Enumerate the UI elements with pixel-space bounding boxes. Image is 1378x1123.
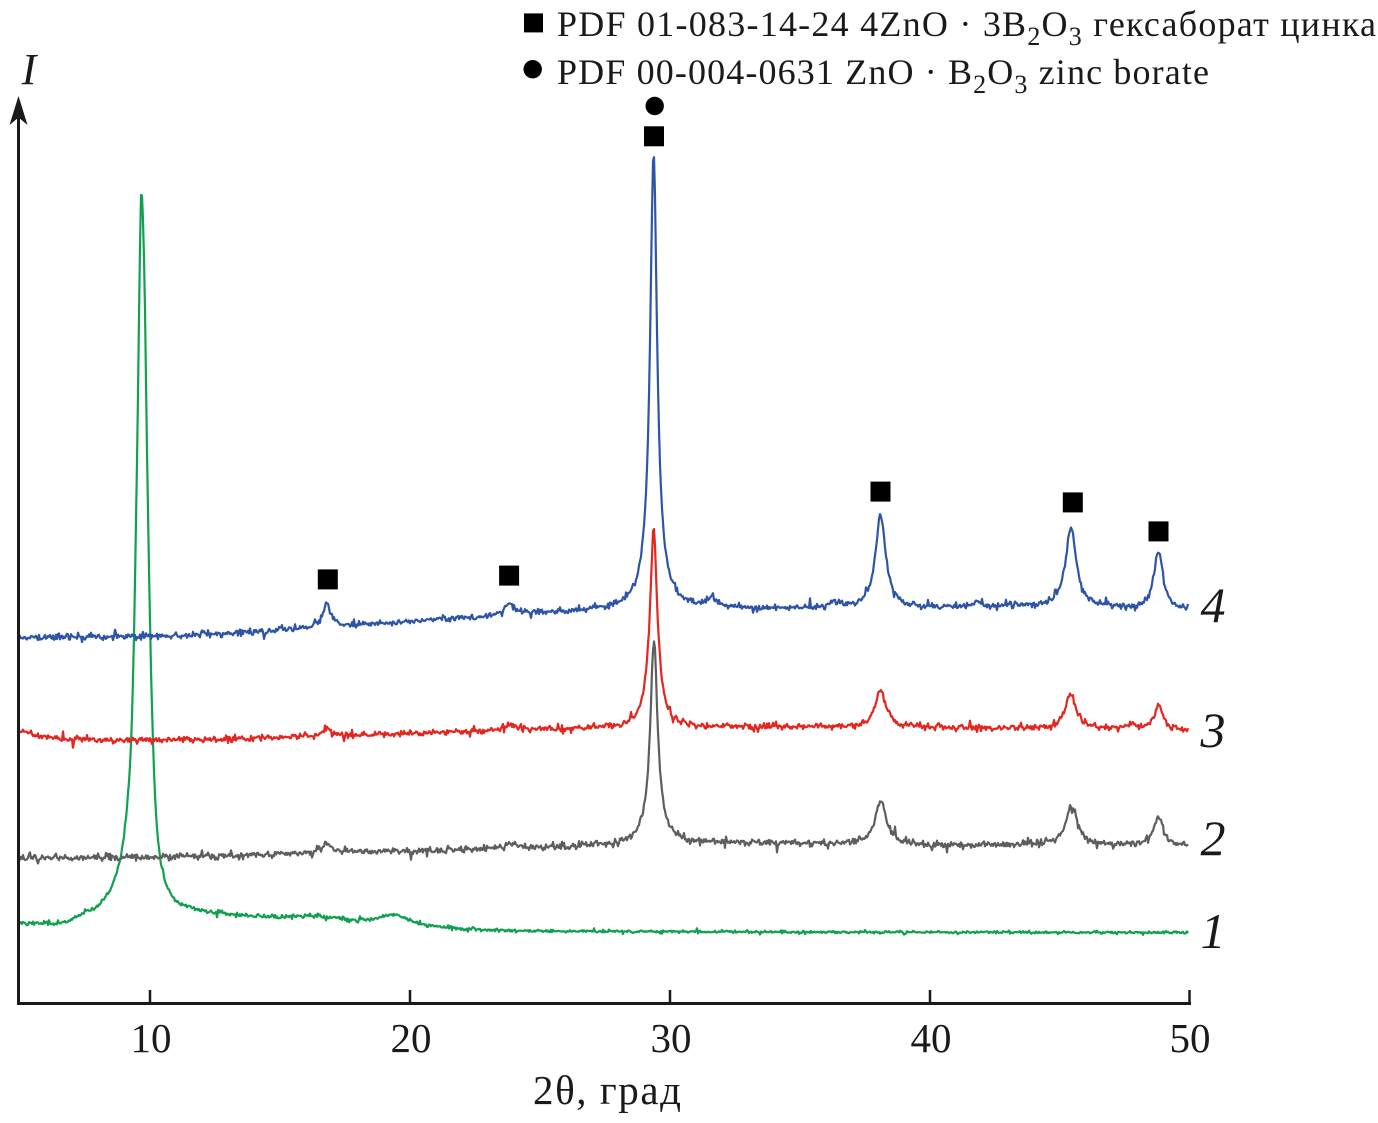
svg-text:20: 20 (391, 1015, 432, 1061)
svg-text:10: 10 (131, 1015, 172, 1061)
svg-text:2θ, град: 2θ, град (533, 1067, 681, 1113)
svg-text:30: 30 (651, 1015, 692, 1061)
svg-text:PDF 01-083-14-24 4ZnO · 3B2O3: PDF 01-083-14-24 4ZnO · 3B2O3 гексаборат… (557, 4, 1376, 51)
svg-text:2: 2 (1201, 810, 1226, 866)
svg-text:50: 50 (1170, 1015, 1211, 1061)
svg-text:40: 40 (911, 1015, 952, 1061)
svg-text:I: I (21, 45, 39, 94)
svg-text:1: 1 (1201, 903, 1226, 959)
svg-text:PDF 00-004-0631 ZnO · B2O3 zin: PDF 00-004-0631 ZnO · B2O3 zinc borate (557, 52, 1209, 99)
svg-text:4: 4 (1201, 577, 1226, 633)
svg-text:3: 3 (1200, 702, 1226, 758)
